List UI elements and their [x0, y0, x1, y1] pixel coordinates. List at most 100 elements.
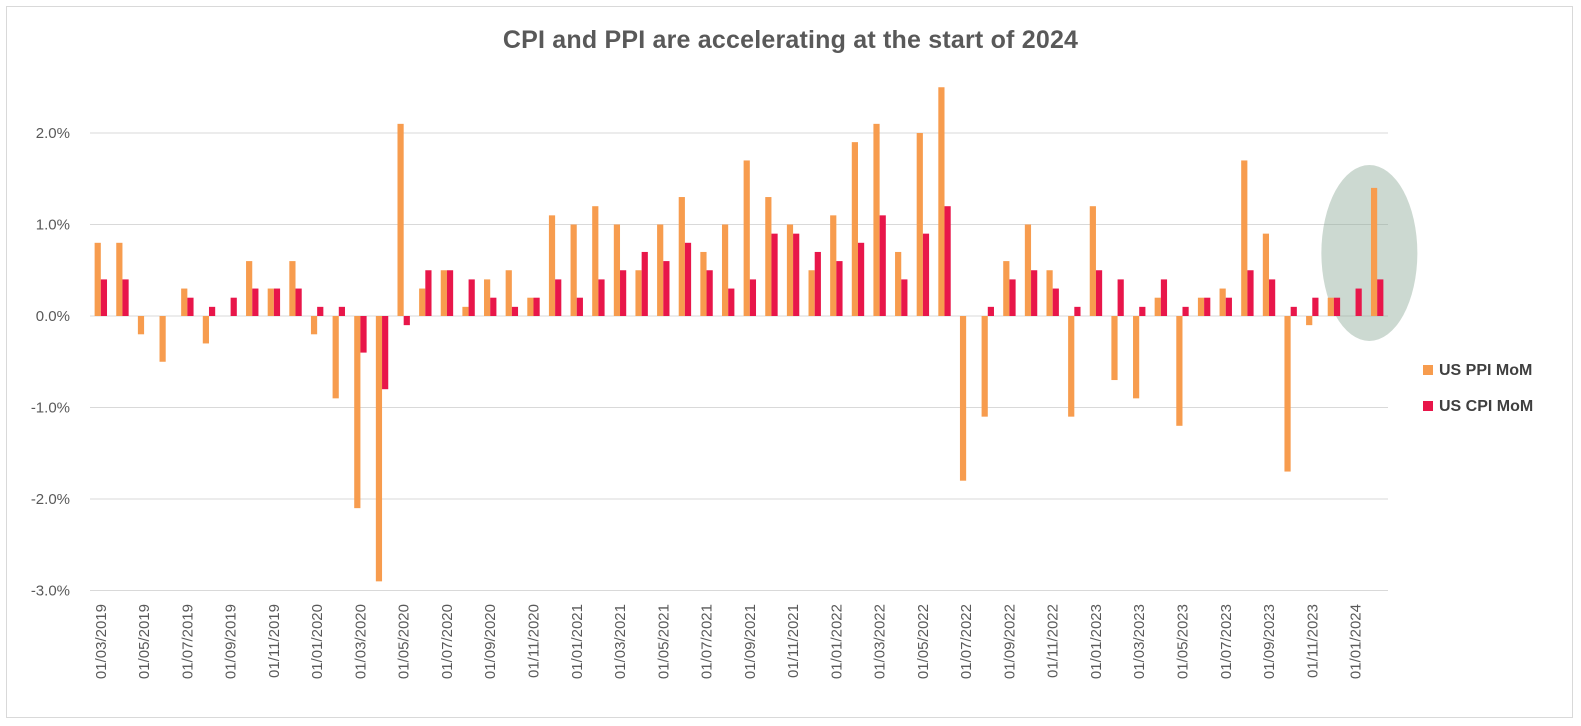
x-tick-label: 01/09/2020: [482, 604, 499, 679]
ppi-bar: [332, 316, 339, 399]
chart-frame: [6, 6, 1573, 718]
cpi-bar: [317, 306, 324, 316]
ppi-bar: [202, 316, 209, 344]
cpi-bar: [620, 270, 627, 316]
ppi-bar: [938, 87, 945, 316]
cpi-bar: [663, 261, 670, 316]
ppi-bar: [1284, 316, 1291, 472]
chart-title: CPI and PPI are accelerating at the star…: [502, 26, 1079, 54]
x-tick-label: 01/11/2020: [525, 604, 542, 678]
cpi-bar: [1095, 270, 1103, 316]
x-tick-label: 01/09/2023: [1261, 604, 1278, 679]
cpi-bar: [295, 288, 302, 316]
cpi-bar: [728, 288, 735, 316]
cpi-bar: [576, 297, 583, 316]
x-tick-label: 01/11/2019: [266, 604, 283, 678]
x-tick-label: 01/05/2020: [396, 604, 413, 679]
x-tick-label: 01/09/2021: [742, 604, 759, 679]
cpi-bar: [1225, 297, 1232, 316]
ppi-bar: [527, 297, 534, 316]
cpi-bar: [555, 279, 562, 316]
cpi-bar: [425, 270, 432, 316]
ppi-bar: [1306, 316, 1313, 326]
cpi-bar: [641, 251, 648, 316]
ppi-bar: [354, 316, 361, 509]
cpi-bar: [1182, 306, 1189, 316]
ppi-bar: [484, 279, 491, 316]
ppi-bar: [1068, 316, 1075, 417]
legend-label: US CPI MoM: [1439, 398, 1533, 415]
cpi-bar: [490, 297, 497, 316]
cpi-bar: [1031, 270, 1038, 316]
cpi-bar: [944, 206, 951, 316]
ppi-bar: [94, 242, 101, 316]
ppi-bar: [765, 197, 772, 316]
cpi-bar: [230, 297, 237, 316]
cpi-bar: [836, 261, 843, 316]
cpi-bar: [1355, 288, 1362, 316]
ppi-bar: [1089, 206, 1096, 316]
ppi-bar: [721, 224, 729, 316]
ppi-bar: [613, 224, 621, 316]
cpi-bar: [382, 316, 389, 390]
ppi-bar: [1003, 261, 1010, 316]
cpi-bar: [1290, 306, 1297, 316]
y-tick-label: 1.0%: [36, 217, 70, 234]
ppi-bar: [1154, 297, 1161, 316]
ppi-bar: [1024, 224, 1032, 316]
ppi-bar: [592, 206, 599, 316]
x-tick-label: 01/05/2021: [655, 604, 672, 679]
cpi-bar: [100, 279, 108, 316]
cpi-bar: [793, 233, 800, 316]
cpi-bar: [749, 279, 757, 316]
cpi-bar: [901, 279, 908, 316]
ppi-bar: [678, 197, 685, 316]
ppi-bar: [635, 270, 642, 316]
legend-swatch: [1423, 401, 1433, 411]
x-tick-label: 01/01/2023: [1088, 604, 1105, 679]
x-tick-label: 01/05/2019: [136, 604, 153, 679]
ppi-bar: [419, 288, 426, 316]
ppi-bar: [1176, 316, 1183, 426]
x-tick-label: 01/11/2023: [1304, 604, 1321, 678]
x-tick-label: 01/09/2019: [223, 604, 240, 679]
cpi-bar: [122, 279, 129, 316]
ppi-bar: [1370, 187, 1378, 316]
ppi-bar: [1262, 233, 1270, 316]
ppi-bar: [375, 316, 383, 582]
ppi-bar: [570, 224, 577, 316]
ppi-bar: [440, 270, 447, 316]
x-tick-label: 01/11/2022: [1045, 604, 1062, 678]
ppi-bar: [289, 261, 296, 316]
x-tick-label: 01/01/2021: [569, 604, 586, 679]
highlight-ellipse: [1321, 165, 1418, 341]
x-tick-label: 01/03/2023: [1131, 604, 1148, 679]
cpi-bar: [1312, 297, 1319, 316]
ppi-bar: [1219, 288, 1226, 316]
cpi-bar: [511, 306, 519, 316]
x-tick-label: 01/03/2022: [872, 604, 889, 679]
x-tick-label: 01/01/2024: [1348, 604, 1365, 679]
ppi-bar: [1327, 297, 1334, 316]
cpi-bar: [598, 279, 605, 316]
ppi-bar: [137, 316, 145, 335]
cpi-bar: [771, 233, 778, 316]
y-tick-label: -3.0%: [31, 583, 70, 600]
ppi-bar: [895, 251, 902, 316]
y-tick-label: -2.0%: [31, 491, 70, 508]
x-tick-label: 01/01/2022: [828, 604, 845, 679]
ppi-bar: [159, 316, 166, 362]
cpi-bar: [879, 215, 886, 316]
ppi-bar: [397, 123, 404, 316]
cpi-bar: [252, 288, 259, 316]
cpi-bar: [468, 279, 475, 316]
legend-swatch: [1423, 365, 1433, 375]
x-tick-label: 01/03/2021: [612, 604, 629, 679]
y-tick-label: 2.0%: [36, 125, 70, 142]
ppi-bar: [700, 251, 707, 316]
x-tick-label: 01/09/2022: [1001, 604, 1018, 679]
ppi-bar: [830, 215, 837, 316]
x-tick-label: 01/07/2019: [179, 604, 196, 679]
ppi-bar: [1133, 316, 1140, 399]
